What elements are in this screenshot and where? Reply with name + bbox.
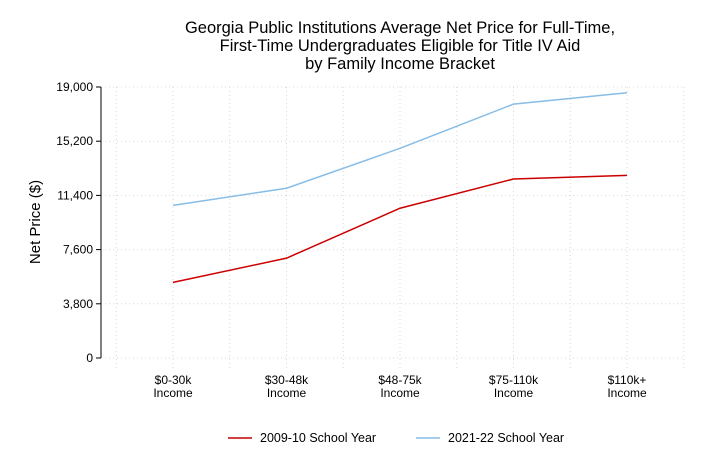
y-tick-label: 7,600 (63, 243, 93, 257)
x-tick-label-line: $110k+ (608, 373, 647, 387)
grid-lines (105, 86, 685, 368)
y-tick-label: 0 (86, 351, 93, 365)
axes: 03,8007,60011,40015,20019,000$0-30kIncom… (56, 80, 647, 400)
chart-title-line-1: Georgia Public Institutions Average Net … (185, 19, 615, 37)
x-tick-label-line: Income (494, 386, 534, 400)
legend-label: 2009-10 School Year (260, 431, 376, 445)
x-tick-label-line: $0-30k (155, 373, 193, 387)
chart-title: Georgia Public Institutions Average Net … (185, 19, 615, 73)
legend-item: 2009-10 School Year (228, 431, 376, 445)
y-tick-label: 19,000 (56, 80, 93, 94)
x-tick-label: $110k+Income (607, 373, 647, 400)
x-tick-label-line: $30-48k (265, 373, 309, 387)
x-tick-label-line: $75-110k (489, 373, 539, 387)
legend: 2009-10 School Year 2021-22 School Year (228, 431, 564, 445)
x-tick-label-line: Income (607, 386, 647, 400)
x-tick-label-line: $48-75k (378, 373, 422, 387)
series-line (172, 91, 628, 207)
x-tick-label-line: Income (267, 386, 307, 400)
y-axis-label: Net Price ($) (27, 180, 44, 264)
series-lines (172, 91, 628, 284)
y-tick-label: 3,800 (63, 297, 93, 311)
y-tick-label: 11,400 (57, 188, 93, 202)
x-tick-label-line: Income (153, 386, 193, 400)
chart-title-line-2: First-Time Undergraduates Eligible for T… (220, 37, 581, 55)
x-tick-label-line: Income (380, 386, 420, 400)
legend-item: 2021-22 School Year (416, 431, 564, 445)
series-line (172, 174, 628, 284)
legend-label: 2021-22 School Year (448, 431, 564, 445)
chart-title-line-3: by Family Income Bracket (305, 55, 495, 73)
y-tick-label: 15,200 (56, 134, 93, 148)
